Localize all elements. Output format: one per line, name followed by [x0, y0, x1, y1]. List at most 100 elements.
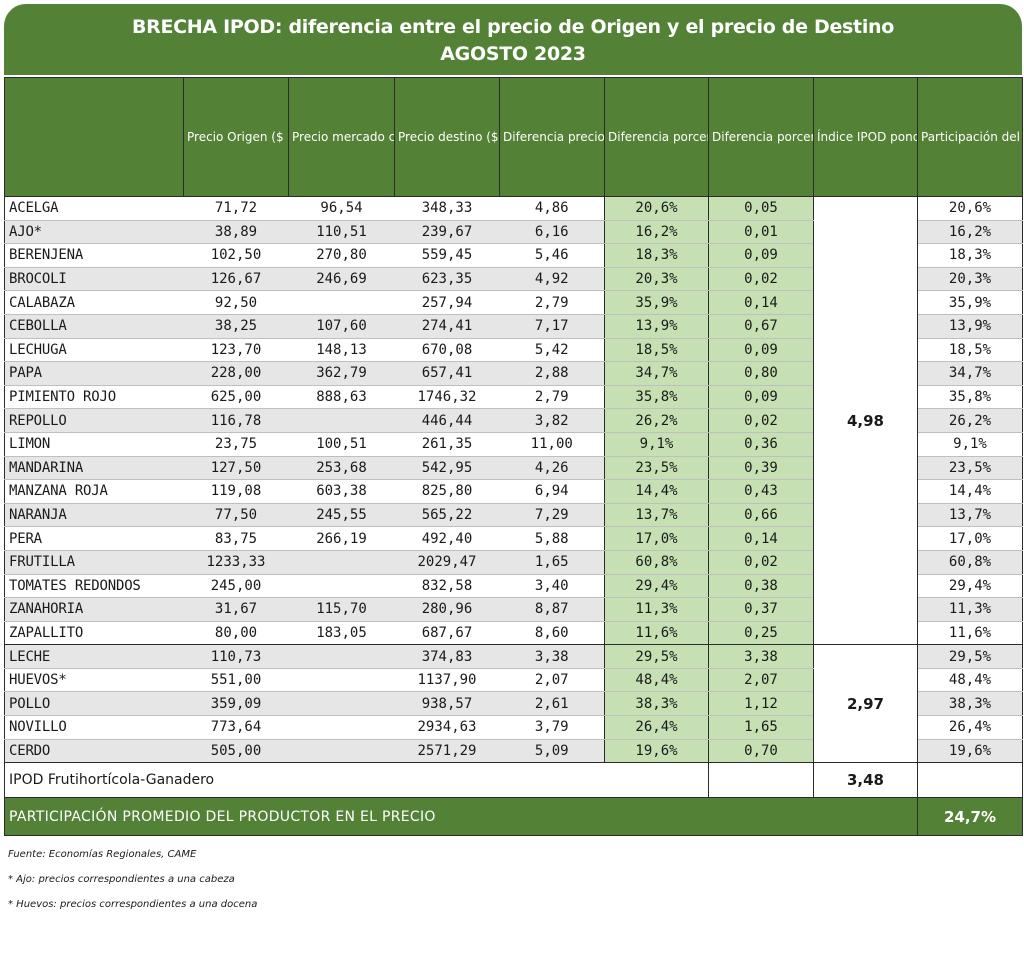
table-row: TOMATES REDONDOS 245,00 832,58 3,40 29,4% 0,3…: [4, 574, 1023, 599]
producer-participation: 20,3%: [917, 267, 1023, 292]
price-diff: 6,94: [499, 479, 605, 504]
price-diff: 3,40: [499, 574, 605, 599]
diff-pct: 48,4%: [604, 668, 709, 693]
destination-price: 542,95: [394, 456, 500, 481]
diff-pct: 9,1%: [604, 432, 709, 457]
price-diff: 3,82: [499, 408, 605, 433]
total-label: IPOD Frutihortícola-Ganadero: [4, 762, 709, 799]
product-name: BROCOLI: [4, 267, 184, 292]
producer-participation: 26,4%: [917, 715, 1023, 740]
product-name: FRUTILLA: [4, 550, 184, 575]
producer-participation: 35,9%: [917, 290, 1023, 315]
diff-pct: 18,5%: [604, 338, 709, 363]
diff-pct: 11,6%: [604, 621, 709, 646]
header-destination: Precio destino ($ por KG): [394, 77, 500, 197]
market-price: 183,05: [288, 621, 395, 646]
origin-price: 80,00: [183, 621, 289, 646]
table-row: REPOLLO 116,78 446,44 3,82 26,2% 0,02 26,2%: [4, 408, 1023, 433]
product-name: MANDARINA: [4, 456, 184, 481]
product-name: LECHUGA: [4, 338, 184, 363]
footnote-ajo: * Ajo: precios correspondientes a una ca…: [8, 874, 235, 885]
total-empty-cell-2: [917, 762, 1023, 799]
diff-pct: 16,2%: [604, 220, 709, 245]
product-name: AJO*: [4, 220, 184, 245]
producer-participation: 34,7%: [917, 361, 1023, 386]
origin-price: 505,00: [183, 739, 289, 764]
product-name: LECHE: [4, 644, 184, 669]
origin-price: 38,25: [183, 314, 289, 339]
market-price: [288, 574, 395, 599]
header-origin: Precio Origen ($ por KG): [183, 77, 289, 197]
diff-pond: 0,02: [708, 408, 814, 433]
table-row: HUEVOS* 551,00 1137,90 2,07 48,4% 2,07 48,4%: [4, 668, 1023, 693]
diff-pond: 0,02: [708, 267, 814, 292]
product-name: TOMATES REDONDOS: [4, 574, 184, 599]
producer-participation: 9,1%: [917, 432, 1023, 457]
product-name: CERDO: [4, 739, 184, 764]
origin-price: 245,00: [183, 574, 289, 599]
diff-pond: 1,12: [708, 691, 814, 717]
diff-pond: 0,39: [708, 456, 814, 481]
market-price: 115,70: [288, 597, 395, 622]
destination-price: 280,96: [394, 597, 500, 622]
producer-participation: 48,4%: [917, 668, 1023, 693]
header-row: Precio Origen ($ por KG) Precio mercado …: [4, 77, 1023, 197]
average-label: PARTICIPACIÓN PROMEDIO DEL PRODUCTOR EN …: [4, 797, 918, 837]
footnote-huevos: * Huevos: precios correspondientes a una…: [8, 899, 258, 910]
origin-price: 92,50: [183, 290, 289, 315]
footnotes: Fuente: Economías Regionales, CAME * Ajo…: [8, 848, 708, 923]
diff-pct: 20,3%: [604, 267, 709, 292]
table-row: MANZANA ROJA 119,08 603,38 825,80 6,94 14,4% 0…: [4, 479, 1023, 504]
product-name: ZAPALLITO: [4, 621, 184, 646]
title-line-1: BRECHA IPOD: diferencia entre el precio …: [131, 16, 895, 38]
producer-participation: 13,9%: [917, 314, 1023, 339]
diff-pond: 0,09: [708, 338, 814, 363]
price-diff: 7,17: [499, 314, 605, 339]
origin-price: 116,78: [183, 408, 289, 433]
diff-pct: 34,7%: [604, 361, 709, 386]
diff-pond: 0,36: [708, 432, 814, 457]
producer-participation: 29,4%: [917, 574, 1023, 599]
price-diff: 2,79: [499, 290, 605, 315]
destination-price: 374,83: [394, 644, 500, 669]
origin-price: 71,72: [183, 196, 289, 221]
price-diff: 5,46: [499, 243, 605, 268]
market-price: [288, 644, 395, 669]
diff-pct: 60,8%: [604, 550, 709, 575]
product-name: POLLO: [4, 691, 184, 717]
destination-price: 239,67: [394, 220, 500, 245]
origin-price: 38,89: [183, 220, 289, 245]
producer-participation: 23,5%: [917, 456, 1023, 481]
diff-pond: 0,25: [708, 621, 814, 646]
header-participation: Participación del productor en el precio…: [917, 77, 1023, 197]
diff-pond: 0,09: [708, 385, 814, 410]
market-price: [288, 668, 395, 693]
destination-price: 687,67: [394, 621, 500, 646]
market-price: 266,19: [288, 526, 395, 551]
price-diff: 1,65: [499, 550, 605, 575]
ipod-index: 4,98: [813, 196, 918, 646]
origin-price: 119,08: [183, 479, 289, 504]
market-price: 362,79: [288, 361, 395, 386]
price-diff: 5,09: [499, 739, 605, 764]
table-row: MANDARINA 127,50 253,68 542,95 4,26 23,5% 0,39…: [4, 456, 1023, 481]
producer-participation: 29,5%: [917, 644, 1023, 669]
table-row: PAPA 228,00 362,79 657,41 2,88 34,7% 0,80 34,7%: [4, 361, 1023, 386]
table-row: POLLO 359,09 938,57 2,61 38,3% 1,12 38,3%: [4, 691, 1023, 717]
header-market: Precio mercado concentrador ($ por KG): [288, 77, 395, 197]
market-price: [288, 739, 395, 764]
producer-participation: 26,2%: [917, 408, 1023, 433]
diff-pond: 0,09: [708, 243, 814, 268]
diff-pct: 23,5%: [604, 456, 709, 481]
table-row: NARANJA 77,50 245,55 565,22 7,29 13,7% 0,66 13,…: [4, 503, 1023, 528]
origin-price: 773,64: [183, 715, 289, 740]
market-price: [288, 408, 395, 433]
diff-pct: 19,6%: [604, 739, 709, 764]
destination-price: 2029,47: [394, 550, 500, 575]
producer-participation: 18,3%: [917, 243, 1023, 268]
product-name: CALABAZA: [4, 290, 184, 315]
producer-participation: 11,3%: [917, 597, 1023, 622]
average-row: PARTICIPACIÓN PROMEDIO DEL PRODUCTOR EN …: [4, 797, 1023, 837]
market-price: 246,69: [288, 267, 395, 292]
producer-participation: 38,3%: [917, 691, 1023, 717]
